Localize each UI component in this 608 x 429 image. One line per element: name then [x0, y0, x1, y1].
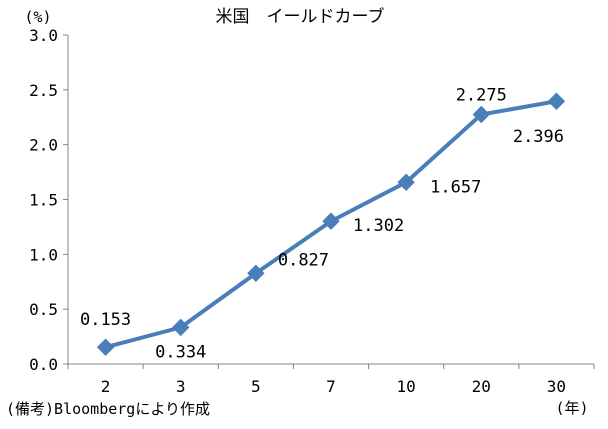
y-tick-label: 1.5	[29, 191, 58, 210]
y-axis-unit: (%)	[24, 8, 51, 26]
data-label: 2.396	[513, 127, 564, 147]
data-label: 2.275	[456, 86, 507, 106]
x-tick-label: 5	[251, 377, 261, 396]
y-tick-label: 3.0	[29, 26, 58, 45]
data-labels: 0.153 0.334 0.827 1.302 1.657 2.275 2.396	[80, 86, 564, 363]
data-point	[172, 318, 190, 337]
data-label: 1.657	[430, 177, 481, 197]
data-label: 1.302	[353, 216, 404, 236]
data-point	[322, 212, 340, 230]
data-point	[96, 338, 115, 356]
data-point	[547, 92, 566, 110]
data-points	[96, 92, 566, 356]
y-tick-label: 2.0	[29, 136, 58, 155]
x-tick-label: 3	[176, 377, 186, 396]
y-tick-label: 2.5	[29, 81, 58, 100]
x-tick-label: 2	[101, 377, 111, 396]
chart-title: 米国 イールドカーブ	[216, 6, 385, 27]
y-tick-label: 0.0	[29, 355, 58, 374]
x-tick-label: 30	[547, 377, 566, 396]
data-label: 0.827	[278, 250, 329, 270]
y-tick-label: 0.5	[29, 300, 58, 319]
y-tick-label: 1.0	[29, 245, 58, 264]
data-label: 0.153	[80, 310, 131, 330]
x-tick-label: 10	[397, 377, 416, 396]
source-note: (備考)Bloombergにより作成	[6, 400, 210, 418]
y-axis-ticks: 0.0 0.5 1.0 1.5 2.0 2.5 3.0	[29, 26, 68, 374]
x-tick-label: 20	[472, 377, 491, 396]
x-axis-unit: (年)	[555, 399, 588, 417]
x-tick-label: 7	[326, 377, 336, 396]
x-axis-ticks: 2 3 5 7 10 20 30	[67, 364, 595, 396]
data-label: 0.334	[155, 342, 206, 362]
data-point	[247, 264, 265, 283]
data-point	[472, 105, 490, 124]
data-point	[397, 173, 415, 191]
